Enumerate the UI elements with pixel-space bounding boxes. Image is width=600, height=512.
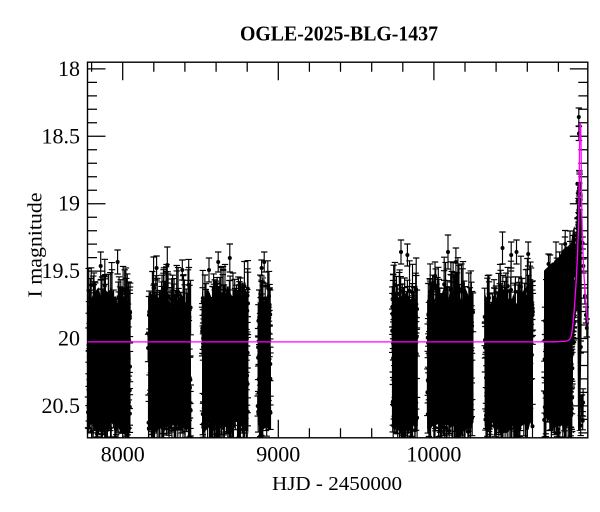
svg-text:19: 19 bbox=[58, 191, 80, 216]
svg-text:HJD - 2450000: HJD - 2450000 bbox=[272, 474, 402, 495]
svg-text:19.5: 19.5 bbox=[42, 258, 81, 283]
svg-text:20: 20 bbox=[58, 326, 80, 351]
svg-text:OGLE-2025-BLG-1437: OGLE-2025-BLG-1437 bbox=[240, 22, 438, 46]
svg-text:9000: 9000 bbox=[256, 442, 300, 467]
svg-text:18: 18 bbox=[58, 56, 80, 81]
svg-text:10000: 10000 bbox=[406, 442, 461, 467]
svg-text:I magnitude: I magnitude bbox=[24, 193, 46, 298]
svg-text:18.5: 18.5 bbox=[42, 123, 81, 148]
svg-text:8000: 8000 bbox=[101, 442, 145, 467]
svg-text:20.5: 20.5 bbox=[42, 393, 81, 418]
